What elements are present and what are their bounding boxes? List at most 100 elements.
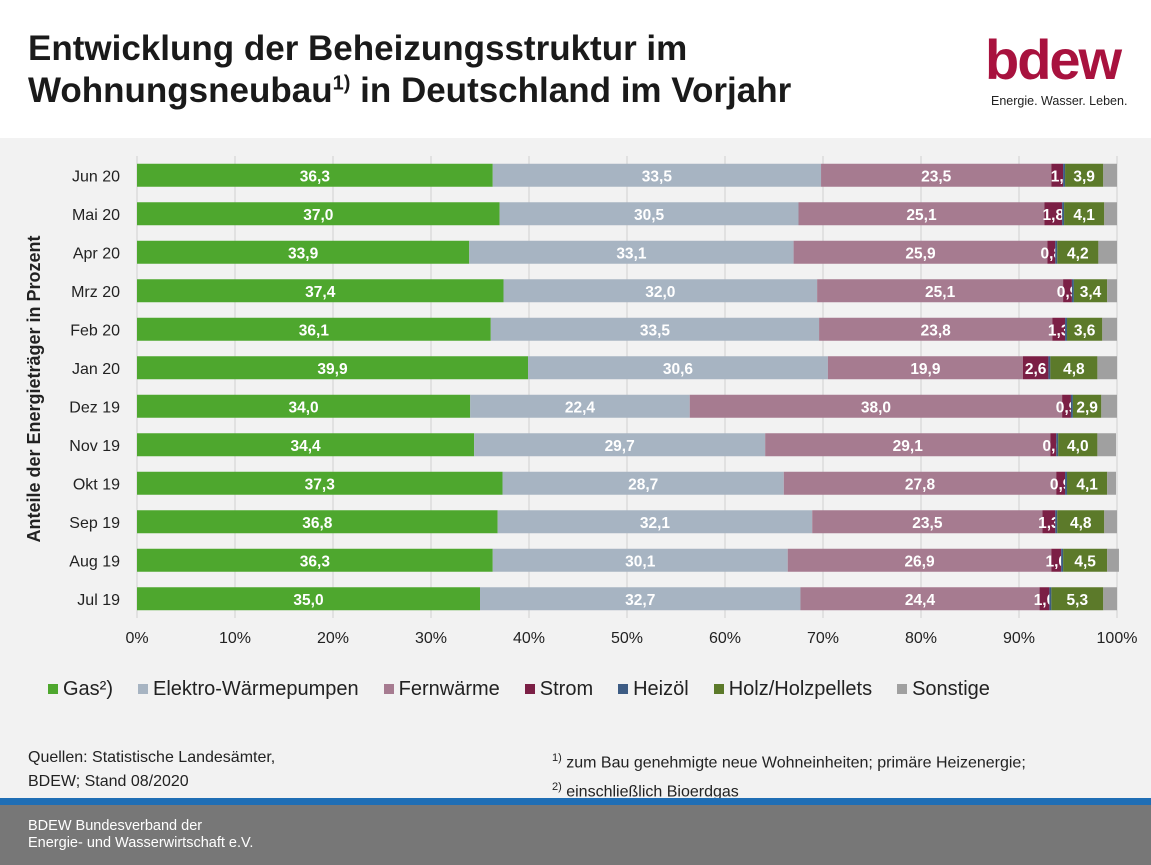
bar-segment: [502, 471, 784, 495]
data-label: 2,9: [1076, 399, 1098, 416]
bar-segment: [1051, 163, 1064, 187]
bar-segment: [1097, 433, 1117, 457]
bar-segment: [137, 279, 504, 303]
bar-segment: [1071, 279, 1074, 303]
title-line-2b: in Deutschland im Vorjahr: [350, 71, 792, 110]
title-line-2a: Wohnungsneubau: [28, 71, 333, 110]
bar-segment: [798, 202, 1045, 226]
category-label: Dez 19: [69, 399, 120, 416]
data-label: 3,4: [1080, 284, 1102, 301]
data-label: 4,8: [1063, 361, 1085, 378]
bar-segment: [1055, 240, 1058, 264]
x-tick-label: 0%: [125, 630, 148, 647]
data-label: 25,1: [925, 284, 956, 301]
footer-text: BDEW Bundesverband der Energie- und Wass…: [28, 818, 253, 852]
legend-swatch: [48, 684, 58, 694]
data-label: 30,6: [663, 361, 694, 378]
bar-segment: [137, 394, 471, 418]
x-tick-label: 80%: [905, 630, 937, 647]
data-label: 1,3: [1038, 515, 1060, 532]
bar-segment: [1104, 202, 1117, 226]
bar-segment: [1050, 356, 1098, 380]
category-label: Aug 19: [69, 553, 120, 570]
bar-segment: [480, 587, 801, 611]
bar-segment: [1098, 240, 1117, 264]
legend-label: Strom: [539, 677, 594, 700]
x-tick-label: 50%: [611, 630, 643, 647]
bar-segment: [1062, 394, 1071, 418]
data-label: 5,3: [1067, 592, 1089, 609]
bar-segment: [817, 279, 1064, 303]
legend-swatch: [524, 684, 535, 694]
footnote-1: 1) zum Bau genehmigte neue Wohneinheiten…: [552, 746, 1026, 775]
chart-title: Entwicklung der Beheizungsstruktur im Wo…: [28, 28, 928, 112]
bar-segment: [1055, 510, 1058, 534]
bar-segment: [137, 471, 503, 495]
data-label: 4,8: [1070, 515, 1092, 532]
data-label: 33,9: [288, 245, 319, 262]
bar-segment: [1050, 433, 1057, 457]
data-label: 34,4: [290, 438, 321, 455]
bar-segment: [137, 202, 500, 226]
data-label: 25,1: [906, 207, 937, 224]
x-tick-label: 100%: [1097, 630, 1138, 647]
data-label: 34,0: [289, 399, 319, 416]
bar-segment: [765, 433, 1051, 457]
bar-segment: [1097, 356, 1117, 380]
data-label: 4,2: [1067, 245, 1089, 262]
data-label: 25,9: [905, 245, 936, 262]
x-tick-label: 70%: [807, 630, 839, 647]
legend-item: Gas²): [48, 678, 113, 701]
data-label: 4,5: [1074, 553, 1096, 570]
bar-segment: [1103, 587, 1117, 611]
data-label: 2,6: [1025, 361, 1047, 378]
bar-segment: [1065, 317, 1068, 341]
legend-item: Strom: [524, 677, 594, 701]
data-label: 29,1: [893, 438, 924, 455]
data-label: 24,4: [905, 592, 936, 609]
bar-segment: [492, 163, 822, 187]
sources-line-2: BDEW; Stand 08/2020: [28, 773, 189, 790]
data-label: 1,: [1051, 168, 1064, 185]
bar-segment: [827, 356, 1023, 380]
data-label: 36,1: [299, 322, 330, 339]
bar-segment: [1063, 548, 1108, 572]
data-label: 27,8: [905, 476, 936, 493]
bar-segment: [1107, 471, 1117, 495]
data-label: 23,8: [921, 322, 952, 339]
footnote-1-marker: 1): [552, 752, 562, 764]
title-footnote-marker: 1): [332, 72, 351, 95]
data-label: 29,7: [605, 438, 635, 455]
category-label: Nov 19: [69, 438, 120, 455]
bar-segment: [1051, 587, 1104, 611]
bar-segment: [1064, 202, 1105, 226]
data-label: 36,8: [302, 515, 333, 532]
bar-segment: [1065, 163, 1104, 187]
bar-segment: [503, 279, 818, 303]
bar-segment: [137, 548, 493, 572]
bar-segment: [137, 356, 529, 380]
category-label: Sep 19: [69, 515, 120, 532]
category-label: Apr 20: [73, 245, 120, 262]
legend-item: Fernwärme: [383, 678, 500, 701]
header: Entwicklung der Beheizungsstruktur im Wo…: [0, 0, 1151, 138]
category-label: Jan 20: [72, 361, 120, 378]
data-label: 22,4: [565, 399, 596, 416]
data-label: 19,9: [910, 361, 941, 378]
category-label: Mai 20: [72, 207, 120, 224]
bar-segment: [787, 548, 1052, 572]
legend-label: Sonstige: [912, 677, 990, 700]
bar-segment: [1067, 317, 1103, 341]
bar-segment: [821, 163, 1052, 187]
data-label: 4,0: [1067, 438, 1089, 455]
legend-swatch: [713, 684, 724, 694]
legend-item: Sonstige: [897, 678, 990, 701]
bar-segment: [1107, 279, 1117, 303]
data-label: 32,7: [625, 592, 655, 609]
data-label: 3,9: [1073, 168, 1095, 185]
data-label: 26,9: [904, 553, 935, 570]
bar-segment: [1052, 317, 1066, 341]
legend-label: Heizöl: [633, 677, 689, 700]
category-label: Okt 19: [73, 476, 120, 493]
category-label: Jul 19: [77, 592, 120, 609]
